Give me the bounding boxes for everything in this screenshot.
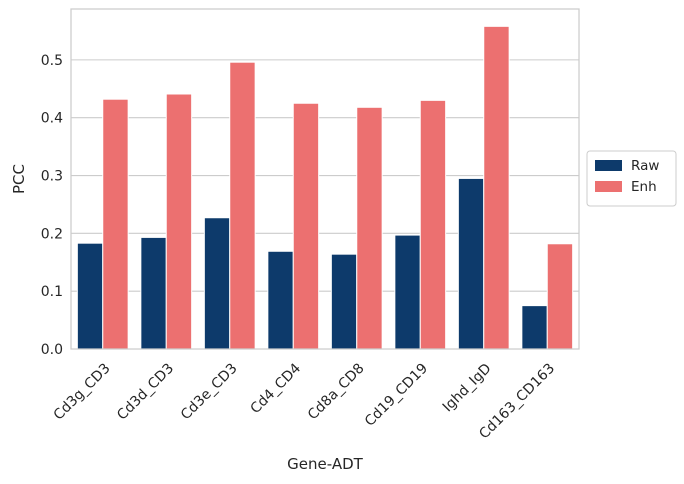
y-tick-labels: 0.0 0.1 0.2 0.3 0.4 0.5 — [41, 53, 63, 358]
bar-enh-cd163_cd163 — [546, 243, 574, 350]
bar-raw-cd3g_cd3 — [76, 242, 104, 350]
plot-frame — [70, 8, 580, 350]
x-tick-label: Cd3d_CD3 — [114, 361, 177, 424]
bar-enh-cd4_cd4 — [292, 102, 320, 350]
bar-raw-cd3e_cd3 — [203, 217, 231, 350]
legend-swatch-enh — [595, 181, 622, 192]
legend-label-enh: Enh — [631, 179, 657, 195]
legend: Raw Enh — [586, 150, 677, 207]
bar-enh-ighd_igd — [483, 25, 510, 350]
bars — [76, 25, 574, 350]
x-tick-label: Cd3e_CD3 — [178, 361, 241, 424]
x-tick-label: Cd19_CD19 — [362, 361, 431, 430]
legend-label-raw: Raw — [631, 158, 659, 174]
x-tick-label: Cd3g_CD3 — [51, 361, 114, 424]
bar-enh-cd8a_cd8 — [356, 106, 383, 350]
y-tick-label: 0.2 — [41, 226, 63, 242]
bar-raw-cd19_cd19 — [394, 234, 421, 350]
y-tick-label: 0.1 — [41, 284, 63, 300]
x-tick-label: Ighd_IgD — [440, 361, 495, 416]
y-axis-title: PCC — [10, 164, 28, 194]
bar-enh-cd3g_cd3 — [102, 98, 129, 350]
y-tick-label: 0.0 — [41, 342, 63, 358]
bar-raw-cd8a_cd8 — [330, 253, 358, 350]
legend-swatch-raw — [595, 160, 622, 171]
x-tick-label: Cd8a_CD8 — [305, 361, 368, 424]
x-axis-title: Gene-ADT — [287, 455, 363, 473]
bar-raw-cd3d_cd3 — [140, 236, 167, 350]
bar-enh-cd3d_cd3 — [165, 93, 193, 350]
bar-enh-cd3e_cd3 — [229, 61, 256, 350]
bar-raw-ighd_igd — [457, 177, 485, 350]
bar-raw-cd4_cd4 — [267, 250, 294, 350]
bar-enh-cd19_cd19 — [419, 99, 447, 350]
bar-raw-cd163_cd163 — [521, 305, 548, 350]
y-tick-label: 0.5 — [41, 53, 63, 69]
x-tick-labels: Cd3g_CD3 Cd3d_CD3 Cd3e_CD3 Cd4_CD4 Cd8a_CD8C… — [51, 360, 558, 442]
y-tick-label: 0.4 — [41, 111, 63, 127]
x-tick-label: Cd4_CD4 — [247, 360, 304, 417]
y-tick-label: 0.3 — [41, 169, 63, 185]
